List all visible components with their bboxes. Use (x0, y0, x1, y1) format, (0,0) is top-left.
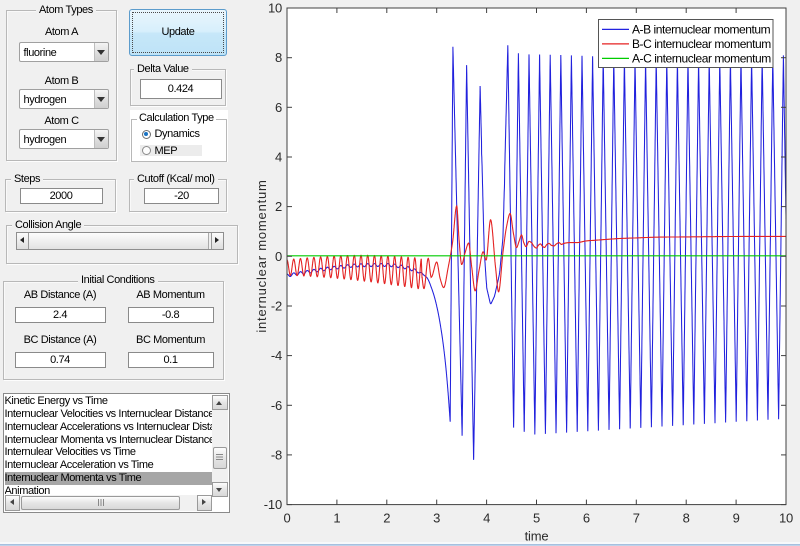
svg-text:internuclear momentum: internuclear momentum (254, 179, 269, 332)
svg-text:2: 2 (383, 511, 390, 526)
svg-text:4: 4 (275, 150, 282, 165)
svg-text:A-B internuclear momentum: A-B internuclear momentum (632, 23, 771, 37)
svg-text:2: 2 (275, 199, 282, 214)
svg-text:-2: -2 (271, 299, 282, 314)
svg-text:-4: -4 (271, 348, 282, 363)
svg-text:8: 8 (275, 50, 282, 65)
svg-text:10: 10 (268, 1, 282, 16)
svg-text:0: 0 (275, 249, 282, 264)
svg-text:8: 8 (683, 511, 690, 526)
svg-text:6: 6 (583, 511, 590, 526)
svg-text:time: time (525, 529, 549, 544)
svg-text:-6: -6 (271, 398, 282, 413)
svg-text:-8: -8 (271, 447, 282, 462)
svg-text:1: 1 (333, 511, 340, 526)
svg-text:4: 4 (483, 511, 490, 526)
svg-text:-10: -10 (264, 497, 282, 512)
svg-text:A-C internuclear momentum: A-C internuclear momentum (632, 52, 771, 66)
svg-text:10: 10 (779, 511, 793, 526)
svg-text:0: 0 (283, 511, 290, 526)
svg-text:B-C internuclear momentum: B-C internuclear momentum (632, 37, 771, 51)
svg-text:5: 5 (533, 511, 540, 526)
svg-text:9: 9 (733, 511, 740, 526)
svg-text:7: 7 (633, 511, 640, 526)
svg-text:3: 3 (433, 511, 440, 526)
svg-text:6: 6 (275, 100, 282, 115)
